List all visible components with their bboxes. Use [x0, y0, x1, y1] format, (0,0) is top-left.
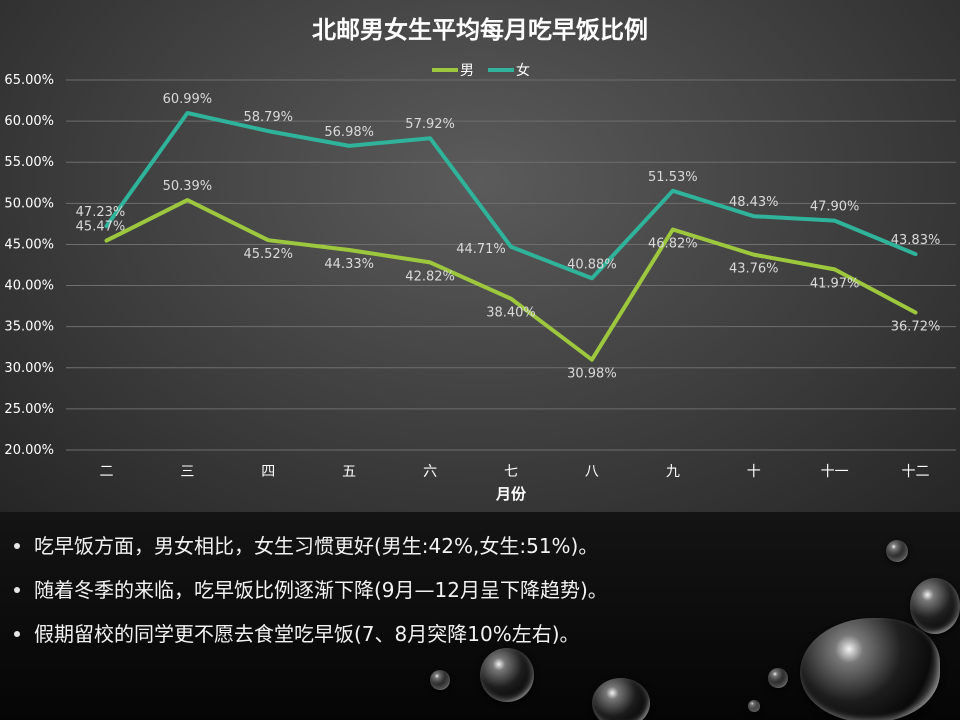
bullet-text: 随着冬季的来临，吃早饭比例逐渐下降(9月—12月呈下降趋势)。 [34, 578, 608, 602]
bullet-item: 假期留校的同学更不愿去食堂吃早饭(7、8月突降10%左右)。 [10, 612, 608, 656]
data-label: 30.98% [567, 367, 617, 382]
y-tick-label: 40.00% [4, 279, 54, 294]
x-tick-label: 三 [180, 464, 194, 480]
data-label: 40.88% [567, 257, 617, 272]
summary-panel: 吃早饭方面，男女相比，女生习惯更好(男生:42%,女生:51%)。 随着冬季的来… [0, 512, 960, 720]
water-droplet-icon [592, 678, 650, 720]
data-label: 41.97% [810, 276, 860, 291]
data-label: 43.76% [729, 262, 779, 277]
data-label: 36.72% [891, 320, 941, 335]
series-line-女 [104, 111, 918, 281]
summary-bullets: 吃早饭方面，男女相比，女生习惯更好(男生:42%,女生:51%)。 随着冬季的来… [10, 524, 608, 656]
data-label: 47.23% [76, 205, 126, 220]
y-tick-label: 65.00% [4, 73, 54, 88]
bullet-item: 吃早饭方面，男女相比，女生习惯更好(男生:42%,女生:51%)。 [10, 524, 608, 568]
y-tick-label: 35.00% [4, 320, 54, 335]
x-tick-label: 六 [423, 464, 437, 480]
data-label: 46.82% [648, 236, 698, 251]
chart-title: 北邮男女生平均每月吃早饭比例 [312, 16, 648, 44]
water-droplet-icon [480, 648, 534, 702]
data-label: 43.83% [891, 233, 941, 248]
bullet-item: 随着冬季的来临，吃早饭比例逐渐下降(9月—12月呈下降趋势)。 [10, 568, 608, 612]
y-axis-ticks: 20.00% 25.00% 30.00% 35.00% 40.00% 45.00% 50.0… [4, 73, 54, 458]
y-tick-label: 50.00% [4, 196, 54, 211]
data-label: 58.79% [243, 110, 293, 125]
x-tick-label: 五 [342, 464, 356, 480]
legend: 男女 [432, 62, 530, 79]
x-tick-label: 四 [261, 464, 275, 480]
x-tick-label: 十 [747, 464, 761, 480]
chart-area: 北邮男女生平均每月吃早饭比例 男女 20.00% 25.00% 30.00% 35.0… [0, 0, 960, 512]
y-tick-label: 55.00% [4, 155, 54, 170]
x-axis-label: 月份 [495, 485, 527, 503]
legend-label: 男 [460, 63, 474, 79]
data-label: 48.43% [729, 195, 779, 210]
data-label: 57.92% [405, 117, 455, 132]
data-labels: 45.47% 50.39% 45.52% 44.33% 42.82% 38.40% 30.9… [76, 92, 941, 382]
bullet-text: 吃早饭方面，男女相比，女生习惯更好(男生:42%,女生:51%)。 [34, 534, 599, 558]
y-tick-label: 45.00% [4, 237, 54, 252]
data-label: 45.52% [243, 247, 293, 262]
legend-label: 女 [516, 62, 530, 79]
x-tick-label: 八 [585, 464, 599, 480]
water-droplet-icon [800, 618, 940, 720]
water-droplet-icon [768, 668, 788, 688]
x-axis-ticks: 二 三 四 五 六 七 八 九 十 十一 十二 [99, 464, 929, 480]
y-tick-label: 25.00% [4, 402, 54, 417]
water-droplet-icon [910, 578, 960, 634]
x-tick-label: 二 [99, 464, 113, 480]
x-tick-label: 七 [504, 464, 518, 480]
data-label: 42.82% [405, 269, 455, 284]
y-tick-label: 60.00% [4, 114, 54, 129]
line-chart: 北邮男女生平均每月吃早饭比例 男女 20.00%25.00%30.00%35.0… [4, 16, 956, 503]
data-label: 38.40% [486, 306, 536, 321]
x-tick-label: 十一 [821, 464, 849, 480]
data-label: 44.33% [324, 257, 374, 272]
y-tick-label: 20.00% [4, 443, 54, 458]
x-tick-label: 九 [666, 464, 680, 480]
bullet-text: 假期留校的同学更不愿去食堂吃早饭(7、8月突降10%左右)。 [34, 622, 580, 646]
y-tick-label: 30.00% [4, 361, 54, 376]
data-label: 60.99% [163, 92, 213, 107]
data-label: 50.39% [163, 179, 213, 194]
data-label: 51.53% [648, 170, 698, 185]
series-lines [104, 111, 918, 362]
bullet-dot [14, 631, 20, 637]
data-label: 45.47% [76, 220, 126, 235]
water-droplet-icon [430, 670, 450, 690]
data-label: 44.71% [456, 242, 506, 257]
bullet-dot [14, 587, 20, 593]
x-tick-label: 十二 [902, 464, 930, 480]
water-droplet-icon [748, 700, 760, 712]
data-label: 56.98% [324, 125, 374, 140]
water-droplet-icon [886, 540, 908, 562]
bullet-dot [14, 543, 20, 549]
data-label: 47.90% [810, 200, 860, 215]
series-line-男 [104, 198, 918, 362]
grid-lines [66, 79, 956, 451]
